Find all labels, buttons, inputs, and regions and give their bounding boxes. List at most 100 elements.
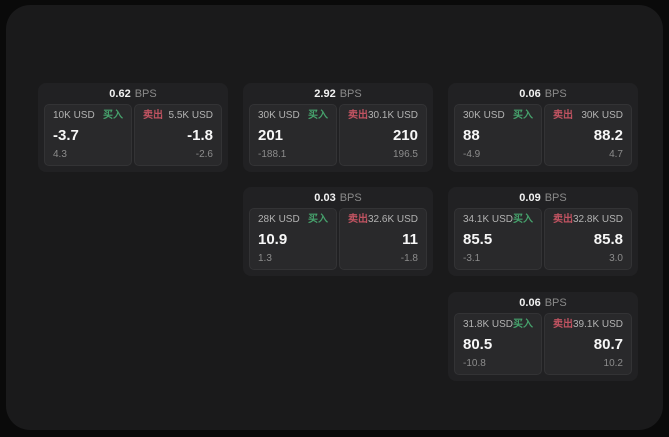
- card-header: 0.03 BPS: [249, 187, 427, 208]
- buy-quote-panel[interactable]: 34.1K USD 买入 85.5 -3.1: [454, 208, 542, 270]
- buy-price: 88: [463, 127, 480, 144]
- sell-price: 210: [392, 127, 418, 144]
- sell-quote-panel[interactable]: 卖出 5.5K USD -1.8 -2.6: [134, 104, 222, 166]
- bps-unit-label: BPS: [544, 87, 567, 100]
- sell-quote-panel[interactable]: 卖出 32.6K USD 11 -1.8: [339, 208, 427, 270]
- buy-price: -3.7: [53, 127, 79, 144]
- buy-price: 201: [258, 127, 284, 144]
- buy-quote-panel[interactable]: 10K USD 买入 -3.7 4.3: [44, 104, 132, 166]
- quote-card: 0.09 BPS 34.1K USD 买入 85.5 -3.1 卖出 32.8K…: [448, 187, 638, 276]
- sell-sub-value: 4.7: [609, 149, 623, 160]
- sell-price: 11: [402, 231, 418, 248]
- buy-sub-value: 4.3: [53, 149, 67, 160]
- sell-panel-top: 卖出 32.8K USD: [553, 215, 623, 225]
- sell-sub-value: -2.6: [195, 149, 213, 160]
- sell-panel-top: 卖出 30.1K USD: [348, 111, 418, 121]
- buy-price: 80.5: [463, 336, 493, 353]
- buy-panel-top: 10K USD 买入: [53, 111, 123, 121]
- bps-unit-label: BPS: [544, 296, 567, 309]
- bps-value: 0.09: [519, 191, 541, 204]
- sell-side-label: 卖出: [553, 319, 573, 330]
- sell-notional: 32.8K USD: [572, 214, 624, 225]
- sell-panel-top: 卖出 30K USD: [553, 111, 623, 121]
- sell-sub-value: 196.5: [392, 149, 418, 160]
- sell-price: -1.8: [187, 127, 213, 144]
- buy-side-label: 买入: [308, 214, 328, 225]
- buy-notional: 28K USD: [258, 214, 300, 225]
- buy-side-label: 买入: [103, 110, 123, 121]
- buy-side-label: 买入: [308, 110, 328, 121]
- buy-panel-top: 30K USD 买入: [258, 111, 328, 121]
- bps-value: 2.92: [314, 87, 336, 100]
- sell-notional: 30.1K USD: [367, 110, 419, 121]
- bps-value: 0.62: [109, 87, 131, 100]
- buy-sub-value: 1.3: [258, 253, 272, 264]
- quote-card: 0.06 BPS 30K USD 买入 88 -4.9 卖出 30K USD 8…: [448, 83, 638, 172]
- bps-unit-label: BPS: [544, 191, 567, 204]
- sell-notional: 30K USD: [581, 110, 623, 121]
- sell-quote-panel[interactable]: 卖出 30.1K USD 210 196.5: [339, 104, 427, 166]
- buy-quote-panel[interactable]: 30K USD 买入 88 -4.9: [454, 104, 542, 166]
- quote-panels: 10K USD 买入 -3.7 4.3 卖出 5.5K USD -1.8 -2.…: [44, 104, 222, 166]
- buy-panel-top: 34.1K USD 买入: [463, 215, 533, 225]
- buy-notional: 34.1K USD: [463, 214, 514, 225]
- buy-notional: 10K USD: [53, 110, 95, 121]
- sell-quote-panel[interactable]: 卖出 32.8K USD 85.8 3.0: [544, 208, 632, 270]
- bps-unit-label: BPS: [339, 87, 362, 100]
- buy-quote-panel[interactable]: 31.8K USD 买入 80.5 -10.8: [454, 313, 542, 375]
- sell-side-label: 卖出: [143, 110, 163, 121]
- buy-quote-panel[interactable]: 28K USD 买入 10.9 1.3: [249, 208, 337, 270]
- buy-panel-top: 28K USD 买入: [258, 215, 328, 225]
- bps-unit-label: BPS: [134, 87, 157, 100]
- sell-panel-top: 卖出 39.1K USD: [553, 320, 623, 330]
- sell-side-label: 卖出: [553, 110, 573, 121]
- bps-value: 0.03: [314, 191, 336, 204]
- buy-sub-value: -10.8: [463, 358, 486, 369]
- buy-price: 10.9: [258, 231, 288, 248]
- sell-panel-top: 卖出 32.6K USD: [348, 215, 418, 225]
- card-header: 0.62 BPS: [44, 83, 222, 104]
- sell-sub-value: 3.0: [609, 253, 623, 264]
- quote-card: 2.92 BPS 30K USD 买入 201 -188.1 卖出 30.1K …: [243, 83, 433, 172]
- quote-panels: 30K USD 买入 201 -188.1 卖出 30.1K USD 210 1…: [249, 104, 427, 166]
- buy-notional: 30K USD: [258, 110, 300, 121]
- sell-quote-panel[interactable]: 卖出 30K USD 88.2 4.7: [544, 104, 632, 166]
- sell-sub-value: -1.8: [400, 253, 418, 264]
- quote-panels: 30K USD 买入 88 -4.9 卖出 30K USD 88.2 4.7: [454, 104, 632, 166]
- buy-side-label: 买入: [513, 319, 534, 330]
- sell-notional: 39.1K USD: [572, 319, 624, 330]
- bps-value: 0.06: [519, 296, 541, 309]
- quote-card: 0.62 BPS 10K USD 买入 -3.7 4.3 卖出 5.5K USD…: [38, 83, 228, 172]
- sell-sub-value: 10.2: [603, 358, 623, 369]
- quote-card: 0.06 BPS 31.8K USD 买入 80.5 -10.8 卖出 39.1…: [448, 292, 638, 381]
- sell-side-label: 卖出: [348, 110, 368, 121]
- card-header: 2.92 BPS: [249, 83, 427, 104]
- buy-quote-panel[interactable]: 30K USD 买入 201 -188.1: [249, 104, 337, 166]
- sell-side-label: 卖出: [553, 214, 573, 225]
- card-header: 0.09 BPS: [454, 187, 632, 208]
- card-header: 0.06 BPS: [454, 83, 632, 104]
- sell-price: 85.8: [593, 231, 623, 248]
- buy-panel-top: 30K USD 买入: [463, 111, 533, 121]
- buy-notional: 30K USD: [463, 110, 505, 121]
- buy-notional: 31.8K USD: [463, 319, 514, 330]
- buy-panel-top: 31.8K USD 买入: [463, 320, 533, 330]
- sell-panel-top: 卖出 5.5K USD: [143, 111, 213, 121]
- buy-side-label: 买入: [513, 110, 533, 121]
- buy-sub-value: -4.9: [463, 149, 481, 160]
- sell-notional: 32.6K USD: [367, 214, 419, 225]
- sell-side-label: 卖出: [348, 214, 368, 225]
- bps-value: 0.06: [519, 87, 541, 100]
- sell-quote-panel[interactable]: 卖出 39.1K USD 80.7 10.2: [544, 313, 632, 375]
- sell-price: 88.2: [593, 127, 623, 144]
- quote-panels: 31.8K USD 买入 80.5 -10.8 卖出 39.1K USD 80.…: [454, 313, 632, 375]
- app-window: 0.62 BPS 10K USD 买入 -3.7 4.3 卖出 5.5K USD…: [6, 5, 663, 430]
- quote-panels: 28K USD 买入 10.9 1.3 卖出 32.6K USD 11 -1.8: [249, 208, 427, 270]
- buy-side-label: 买入: [513, 214, 534, 225]
- bps-unit-label: BPS: [339, 191, 362, 204]
- quote-card: 0.03 BPS 28K USD 买入 10.9 1.3 卖出 32.6K US…: [243, 187, 433, 276]
- buy-price: 85.5: [463, 231, 493, 248]
- card-header: 0.06 BPS: [454, 292, 632, 313]
- buy-sub-value: -188.1: [258, 149, 287, 160]
- sell-notional: 5.5K USD: [168, 110, 213, 121]
